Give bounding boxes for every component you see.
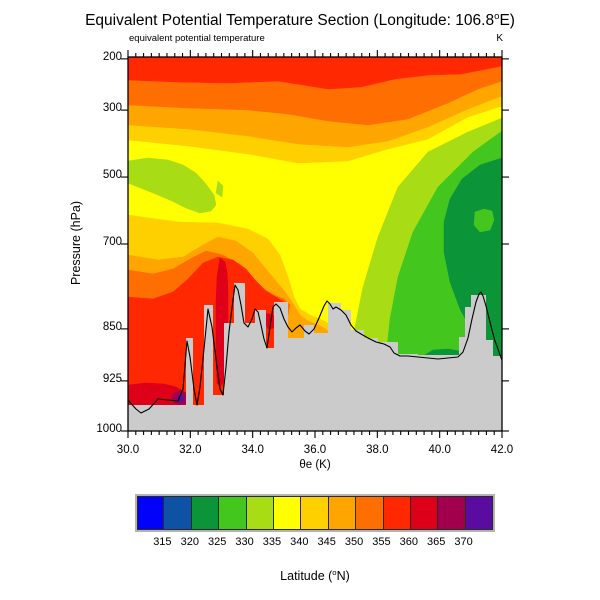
page-title: Equivalent Potential Temperature Section… xyxy=(0,12,600,30)
x-tick-label: 38.0 xyxy=(366,444,389,456)
contour-region xyxy=(128,157,217,214)
colorbar-cell xyxy=(191,496,220,530)
colorbar-cell xyxy=(164,496,192,530)
contour-region xyxy=(473,208,495,233)
colorbar xyxy=(135,494,495,532)
colorbar-cell xyxy=(410,496,439,530)
colorbar-cell xyxy=(246,496,274,530)
x-axis-title: θe (K) xyxy=(299,459,331,471)
colorbar-cell xyxy=(301,496,329,530)
x-tick-label: 30.0 xyxy=(116,444,140,456)
colorbar-level-label: 350 xyxy=(344,536,364,548)
title-main: Equivalent Potential Temperature Section… xyxy=(85,12,495,29)
y-tick-label: 850 xyxy=(102,320,122,333)
y-tick-label: 925 xyxy=(102,372,122,385)
colorbar-level-label: 315 xyxy=(153,536,172,548)
caption-latitude: Latitude (oN) xyxy=(210,567,420,583)
colorbar-cell xyxy=(356,496,384,530)
y-tick-label: 200 xyxy=(102,50,122,63)
colorbar-level-label: 325 xyxy=(207,536,227,548)
x-tick-label: 32.0 xyxy=(179,444,202,456)
x-tick-label: 34.0 xyxy=(241,444,264,456)
colorbar-level-label: 365 xyxy=(427,536,446,548)
colorbar-level-label: 360 xyxy=(399,536,419,548)
y-tick-label: 1000 xyxy=(96,423,122,435)
title-end: E) xyxy=(499,12,515,29)
colorbar-level-label: 340 xyxy=(290,536,309,548)
terrain-line xyxy=(128,284,502,414)
colorbar-cell xyxy=(328,496,357,530)
x-tick-label: 42.0 xyxy=(490,444,514,456)
colorbar-cell xyxy=(219,496,247,530)
y-tick-label: 700 xyxy=(102,236,122,248)
y-tick-label: 300 xyxy=(102,102,122,115)
colorbar-cell xyxy=(383,496,411,530)
units-label: K xyxy=(496,33,503,44)
caption-main: Latitude ( xyxy=(280,569,333,583)
subtitle-left: equivalent potential temperature xyxy=(129,33,265,44)
contour-region xyxy=(215,180,224,198)
degree-symbol: o xyxy=(494,10,500,22)
colorbar-cell xyxy=(137,496,165,530)
colorbar-level-label: 345 xyxy=(317,536,336,548)
y-tick-label: 500 xyxy=(102,169,122,182)
caption-end: N) xyxy=(336,569,350,583)
x-tick-label: 40.0 xyxy=(428,444,451,456)
x-tick-label: 36.0 xyxy=(303,444,327,456)
contour-region xyxy=(128,57,502,90)
colorbar-level-label: 370 xyxy=(454,536,473,548)
colorbar-cell xyxy=(438,496,466,530)
colorbar-cell xyxy=(273,496,302,530)
colorbar-level-label: 355 xyxy=(372,536,391,548)
contour-plot xyxy=(121,50,509,438)
colorbar-cell xyxy=(465,496,494,530)
colorbar-level-label: 320 xyxy=(180,536,199,548)
degree-symbol: o xyxy=(332,567,337,577)
colorbar-level-label: 335 xyxy=(262,536,282,548)
colorbar-level-label: 330 xyxy=(235,536,254,548)
terrain-fill xyxy=(128,283,502,431)
